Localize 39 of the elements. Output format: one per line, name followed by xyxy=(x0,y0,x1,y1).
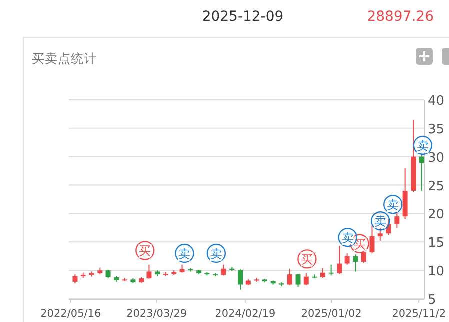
y-tick-label: 15 xyxy=(428,236,445,252)
annotation: 卖 xyxy=(342,231,354,246)
candlestick xyxy=(221,264,226,276)
annotation: 买 xyxy=(354,237,366,252)
annotation: 卖 xyxy=(210,247,222,262)
chart-title: 买卖点统计 xyxy=(32,51,97,66)
x-tick-label: 2022/05/16 xyxy=(40,308,102,320)
annotation: 买 xyxy=(139,244,152,258)
candlestick xyxy=(320,268,326,278)
annotation: 卖 xyxy=(178,247,191,262)
candlestick xyxy=(353,254,358,272)
y-tick-label: 20 xyxy=(428,208,445,223)
text: 2025-12-09 xyxy=(202,9,284,25)
text: 28897.26 xyxy=(367,9,434,25)
annotation: 买 xyxy=(301,252,314,267)
annotation: 卖 xyxy=(387,198,400,212)
candlestick xyxy=(378,227,383,242)
annotation: 卖 xyxy=(374,214,387,229)
candlestick xyxy=(287,268,292,286)
candlestick xyxy=(344,253,350,266)
y-tick-label: 30 xyxy=(428,150,445,166)
x-tick-label: 2023/03/29 xyxy=(126,308,188,320)
candlestick xyxy=(337,246,342,274)
y-tick-label: 10 xyxy=(428,264,445,280)
candlestick xyxy=(72,274,78,284)
y-tick-label: 5 xyxy=(428,293,436,308)
y-tick-label: 35 xyxy=(428,122,445,138)
x-tick-label: 2024/02/19 xyxy=(215,308,276,320)
x-tick-label: 2025/11/2 xyxy=(392,308,446,320)
candlestick xyxy=(296,273,301,288)
y-tick-label: 40 xyxy=(428,94,445,109)
candlestick xyxy=(238,268,244,290)
candlestick xyxy=(419,154,424,192)
candlestick xyxy=(146,264,152,280)
candlestick xyxy=(328,264,334,276)
y-tick-label: 25 xyxy=(428,179,445,194)
x-tick-label: 2025/01/02 xyxy=(301,308,362,320)
annotation: 卖 xyxy=(416,138,429,153)
candlestick xyxy=(304,272,309,286)
